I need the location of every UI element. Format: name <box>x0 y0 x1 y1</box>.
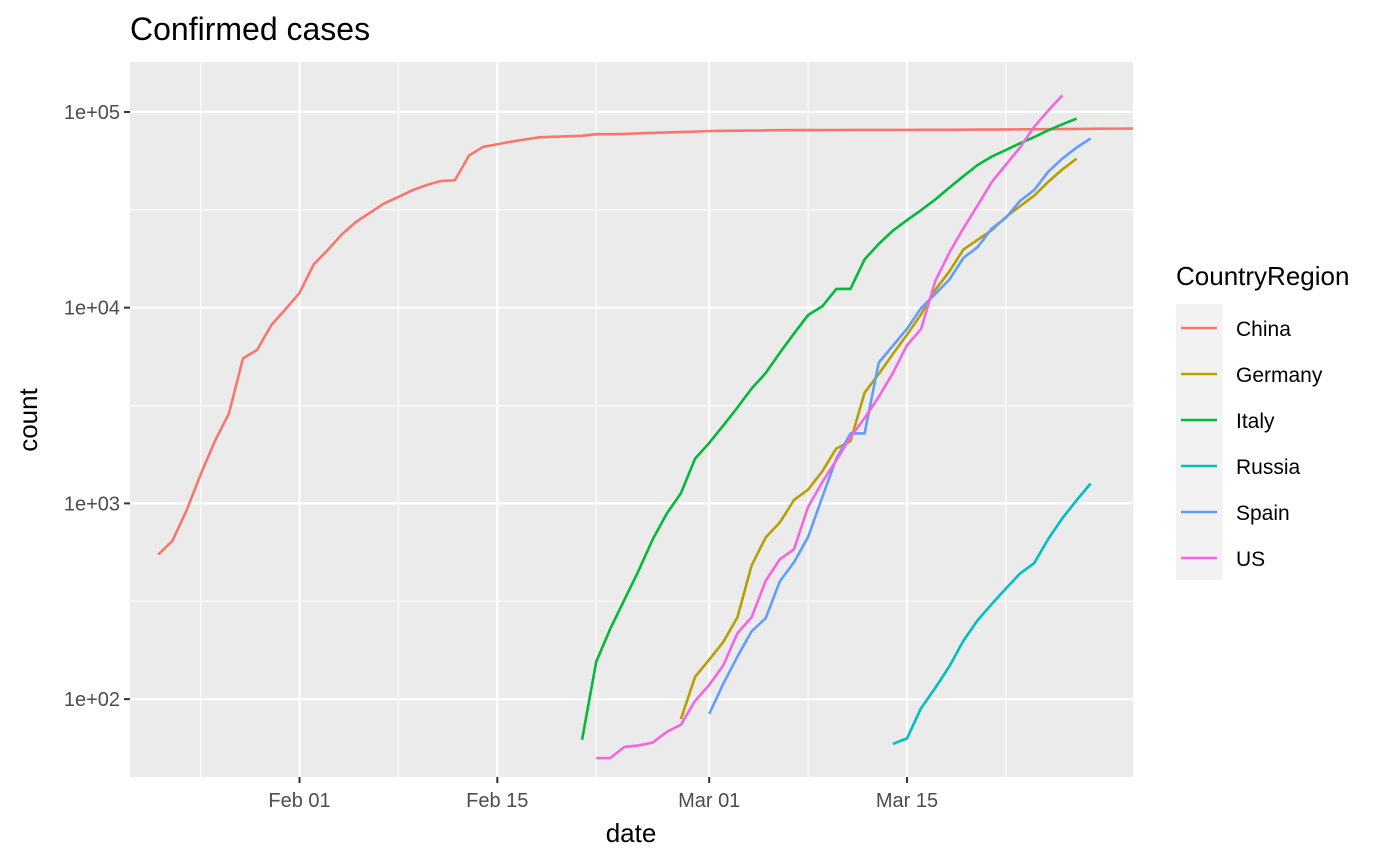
major-gridlines <box>130 62 1133 777</box>
y-axis-title: count <box>13 387 43 451</box>
x-axis: Feb 01 Feb 15 Mar 01 Mar 15 <box>268 777 938 812</box>
legend-title: CountryRegion <box>1176 261 1349 291</box>
y-axis: 1e+02 1e+03 1e+04 1e+05 <box>64 102 130 711</box>
minor-gridlines <box>130 62 1133 777</box>
series-lines <box>157 94 1134 760</box>
x-axis-title: date <box>606 818 657 848</box>
series-line-spain <box>708 137 1092 715</box>
legend: CountryRegion China Germany Italy Russia Spa… <box>1176 261 1349 580</box>
legend-label-spain: Spain <box>1236 502 1290 525</box>
x-tick-label: Mar 01 <box>678 790 740 812</box>
x-tick-label: Mar 15 <box>876 790 938 812</box>
y-tick-label: 1e+03 <box>64 493 120 515</box>
legend-label-italy: Italy <box>1236 410 1275 433</box>
legend-key-background <box>1176 304 1222 580</box>
series-line-italy <box>580 117 1077 740</box>
y-tick-label: 1e+04 <box>64 298 120 320</box>
x-tick-label: Feb 15 <box>466 790 528 812</box>
legend-label-us: US <box>1236 548 1265 571</box>
y-tick-label: 1e+02 <box>64 689 120 711</box>
series-line-china <box>157 127 1134 556</box>
series-line-russia <box>892 482 1092 746</box>
x-tick-label: Feb 01 <box>268 790 330 812</box>
y-tick-label: 1e+05 <box>64 102 120 124</box>
chart-title: Confirmed cases <box>130 11 370 47</box>
legend-label-russia: Russia <box>1236 456 1301 479</box>
legend-items: China Germany Italy Russia Spain US <box>1181 318 1323 571</box>
legend-label-china: China <box>1236 318 1291 341</box>
plot-panel <box>130 62 1133 777</box>
legend-label-germany: Germany <box>1236 364 1323 387</box>
series-line-us <box>596 94 1064 760</box>
